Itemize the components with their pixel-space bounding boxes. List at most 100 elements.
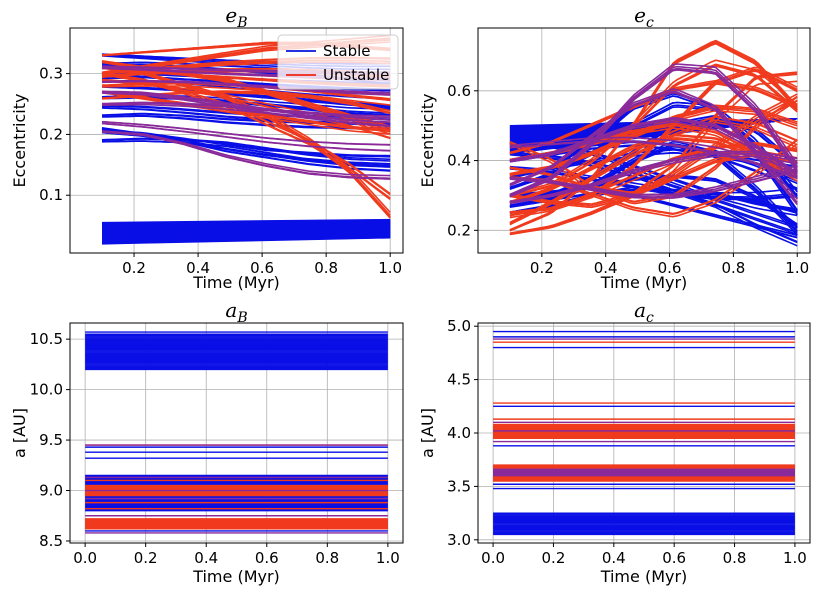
series-line xyxy=(101,122,391,152)
series-line xyxy=(509,105,798,175)
series-line xyxy=(509,116,798,174)
x-tick-label: 1.0 xyxy=(376,549,400,567)
x-tick-label: 0.6 xyxy=(658,259,682,277)
series-unstable xyxy=(85,444,388,530)
legend-label-stable: Stable xyxy=(323,42,371,60)
plot-area xyxy=(101,34,391,245)
axes-frame xyxy=(69,27,404,254)
series-line xyxy=(101,80,391,96)
y-tick-label: 0.1 xyxy=(39,186,63,204)
x-tick-label: 0.0 xyxy=(481,549,505,567)
series-line xyxy=(509,167,798,197)
x-tick-label: 0.4 xyxy=(602,549,626,567)
x-tick-label: 0.8 xyxy=(721,259,745,277)
plot-area xyxy=(85,331,388,534)
panel-title: ec xyxy=(634,3,654,31)
x-tick-label: 0.6 xyxy=(662,549,686,567)
series-line xyxy=(509,109,798,177)
x-tick-label: 0.4 xyxy=(594,259,618,277)
series-line xyxy=(101,92,391,128)
y-tick-label: 4.0 xyxy=(447,424,471,442)
y-axis-label: a [AU] xyxy=(418,408,437,458)
x-tick-label: 0.4 xyxy=(186,259,210,277)
x-tick-label: 0.2 xyxy=(134,549,158,567)
x-tick-label: 0.8 xyxy=(315,549,339,567)
series-line xyxy=(509,143,798,217)
series-stable xyxy=(509,91,798,247)
series-line xyxy=(509,96,798,207)
series-line xyxy=(101,115,391,131)
series-line xyxy=(509,121,798,180)
series-line xyxy=(101,131,391,180)
axes-frame xyxy=(69,322,404,544)
series-stable xyxy=(493,330,795,536)
series-line xyxy=(509,63,798,196)
series-line xyxy=(101,102,391,119)
plot-area xyxy=(509,39,798,247)
x-tick-label: 0.2 xyxy=(530,259,554,277)
panel-semimajor-axis-c: 0.0 0.2 0.4 0.6 0.8 1.0 3.0 3.5 4.0 4.5 5.0 Time (M… xyxy=(418,298,811,586)
series-line xyxy=(101,85,391,106)
panel-title: aB xyxy=(225,298,247,326)
x-tick-label: 0.6 xyxy=(255,549,279,567)
x-tick-label: 0.8 xyxy=(314,259,338,277)
y-axis-label: a [AU] xyxy=(10,408,29,458)
y-tick-label: 3.5 xyxy=(447,477,471,495)
y-tick-label: 8.5 xyxy=(39,532,63,550)
series-unstable xyxy=(493,341,795,482)
x-axis-label: Time (Myr) xyxy=(192,273,280,292)
series-line xyxy=(509,93,798,205)
y-axis-label: Eccentricity xyxy=(418,94,437,188)
series-line xyxy=(509,139,798,178)
series-line xyxy=(509,65,798,197)
x-axis-label: Time (Myr) xyxy=(192,567,280,586)
series-stable xyxy=(85,331,388,532)
x-tick-label: 0.8 xyxy=(723,549,747,567)
plot-area xyxy=(493,330,795,536)
y-tick-label: 3.0 xyxy=(447,531,471,549)
y-tick-label: 0.6 xyxy=(447,82,471,100)
series-line xyxy=(101,103,391,123)
legend-label-unstable: Unstable xyxy=(323,66,389,84)
series-line xyxy=(101,79,391,94)
series-mixed xyxy=(493,338,795,477)
series-line xyxy=(509,69,798,198)
y-tick-label: 5.0 xyxy=(447,317,471,335)
series-line xyxy=(509,136,798,172)
series-line xyxy=(509,165,798,196)
y-tick-label: 9.5 xyxy=(39,431,63,449)
panel-eccentricity-B: 0.2 0.4 0.6 0.8 1.0 0.1 0.2 0.3 Time (Myr) Eccent… xyxy=(10,3,404,292)
y-tick-label: 10.0 xyxy=(30,381,63,399)
x-axis-label: Time (Myr) xyxy=(600,273,688,292)
y-tick-label: 0.2 xyxy=(447,221,471,239)
series-mixed xyxy=(509,63,798,206)
y-tick-label: 0.3 xyxy=(39,65,63,83)
x-tick-label: 0.2 xyxy=(542,549,566,567)
y-tick-label: 9.0 xyxy=(39,482,63,500)
series-line xyxy=(509,153,798,204)
y-tick-label: 10.5 xyxy=(30,330,63,348)
series-line xyxy=(509,99,798,209)
series-line xyxy=(509,99,798,205)
series-line xyxy=(101,120,391,146)
band-line xyxy=(102,218,391,224)
y-tick-label: 4.5 xyxy=(447,371,471,389)
series-mixed xyxy=(85,444,388,534)
series-line xyxy=(509,170,798,199)
panel-semimajor-axis-B: 0.0 0.2 0.4 0.6 0.8 1.0 8.5 9.0 9.5 10.0 10.5 Time … xyxy=(10,298,404,586)
panel-title: ac xyxy=(634,298,654,326)
y-tick-label: 0.4 xyxy=(447,152,471,170)
series-line xyxy=(509,141,798,212)
series-line xyxy=(509,151,798,203)
x-tick-label: 1.0 xyxy=(378,259,402,277)
x-tick-label: 0.2 xyxy=(122,259,146,277)
x-tick-label: 0.0 xyxy=(73,549,97,567)
y-axis-label: Eccentricity xyxy=(10,94,29,188)
axes-frame xyxy=(477,27,811,254)
panel-title: eB xyxy=(225,3,247,31)
series-mixed xyxy=(101,65,391,180)
x-tick-label: 0.6 xyxy=(250,259,274,277)
y-tick-label: 0.2 xyxy=(39,125,63,143)
